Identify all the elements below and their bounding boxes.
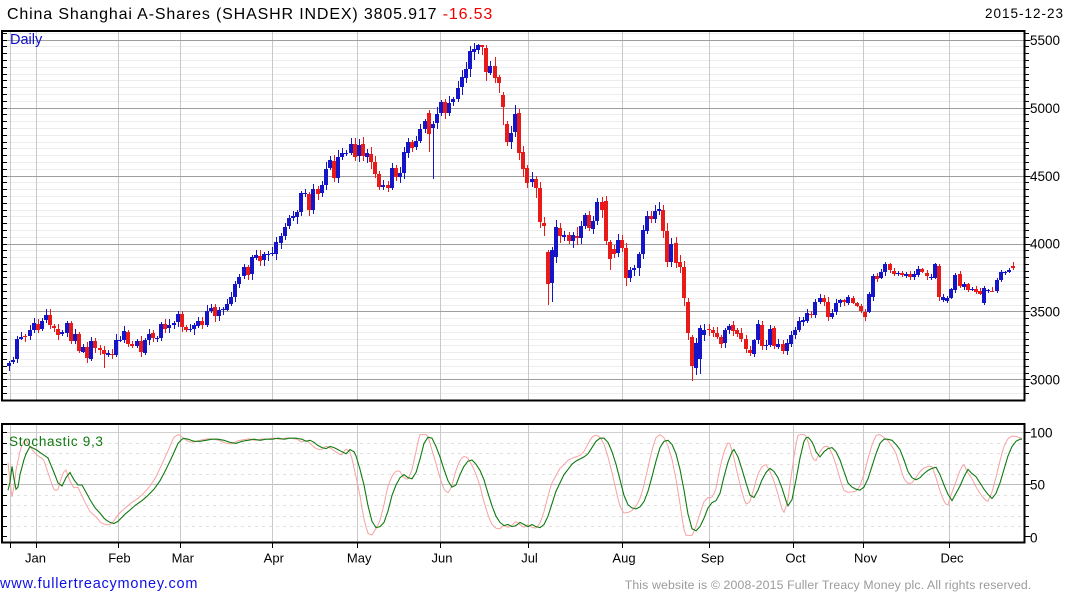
svg-text:3500: 3500 [1030,305,1060,320]
svg-text:Apr: Apr [264,551,285,566]
svg-text:5000: 5000 [1030,101,1060,116]
svg-text:This website is © 2008-2015 Fu: This website is © 2008-2015 Fuller Treac… [625,578,1032,592]
svg-text:Feb: Feb [108,551,130,566]
svg-text:Sep: Sep [701,551,724,566]
svg-text:www.fullertreacymoney.com: www.fullertreacymoney.com [0,576,198,592]
svg-text:Jul: Jul [521,551,538,566]
svg-text:4000: 4000 [1030,237,1060,252]
svg-text:Nov: Nov [854,551,878,566]
svg-text:50: 50 [1030,478,1045,493]
svg-text:Mar: Mar [172,551,195,566]
svg-text:Oct: Oct [785,551,806,566]
svg-text:Stochastic 9,3: Stochastic 9,3 [9,434,104,449]
svg-text:Jan: Jan [25,551,46,566]
svg-text:2015-12-23: 2015-12-23 [985,6,1064,21]
svg-text:5500: 5500 [1030,33,1060,48]
svg-text:May: May [347,551,372,566]
svg-text:0: 0 [1030,531,1038,546]
svg-text:China Shanghai A-Shares (SHASH: China Shanghai A-Shares (SHASHR INDEX) 3… [7,6,493,23]
svg-text:3000: 3000 [1030,373,1060,388]
svg-text:Aug: Aug [612,551,635,566]
svg-text:Daily: Daily [10,32,43,48]
svg-text:100: 100 [1030,426,1053,441]
svg-text:4500: 4500 [1030,169,1060,184]
svg-text:Dec: Dec [940,551,964,566]
svg-text:Jun: Jun [432,551,453,566]
